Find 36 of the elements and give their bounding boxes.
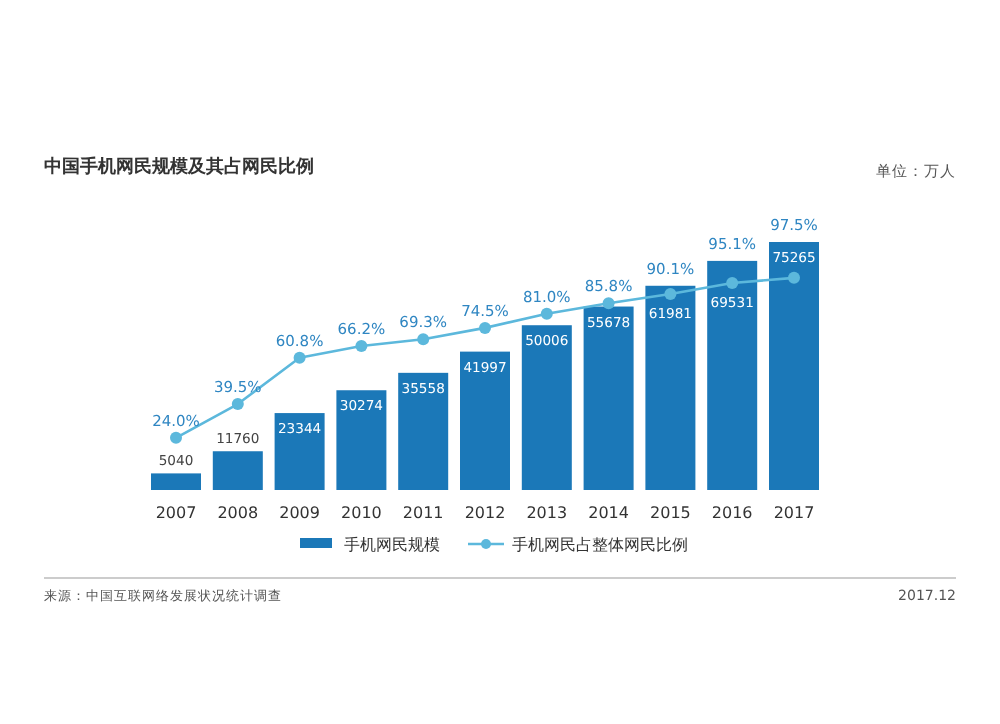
bar	[521, 325, 572, 490]
bar	[645, 285, 696, 490]
bar	[398, 372, 449, 490]
x-tick-label: 2010	[341, 504, 382, 522]
bar	[707, 260, 758, 490]
bar	[212, 451, 263, 490]
bar	[583, 306, 634, 490]
point	[602, 297, 615, 310]
x-tick-label: 2009	[279, 504, 320, 522]
legend-label: 手机网民占整体网民比例	[512, 536, 688, 554]
x-tick-label: 2011	[402, 504, 444, 522]
chart-title: 中国手机网民规模及其占网民比例	[44, 156, 314, 178]
point	[540, 307, 553, 320]
point	[479, 321, 491, 334]
x-tick-label: 2007	[155, 504, 197, 522]
bar	[151, 473, 201, 490]
x-tick-label: 2017	[773, 504, 815, 522]
point	[231, 398, 244, 411]
point	[726, 277, 739, 290]
bar	[460, 351, 510, 490]
point	[293, 351, 306, 364]
x-tick-label: 2015	[650, 504, 691, 522]
bar	[769, 242, 819, 490]
x-tick-label: 2012	[464, 504, 506, 522]
bar	[274, 413, 325, 490]
point	[355, 339, 368, 352]
point	[170, 431, 182, 444]
x-tick-label: 2008	[217, 504, 259, 522]
x-tick-label: 2013	[526, 504, 568, 522]
point	[417, 333, 430, 346]
legend-label: 手机网民规模	[344, 536, 440, 554]
x-tick-label: 2016	[711, 504, 753, 522]
bar	[336, 390, 387, 490]
point	[788, 271, 800, 284]
point	[664, 287, 677, 300]
x-tick-label: 2014	[588, 504, 629, 522]
